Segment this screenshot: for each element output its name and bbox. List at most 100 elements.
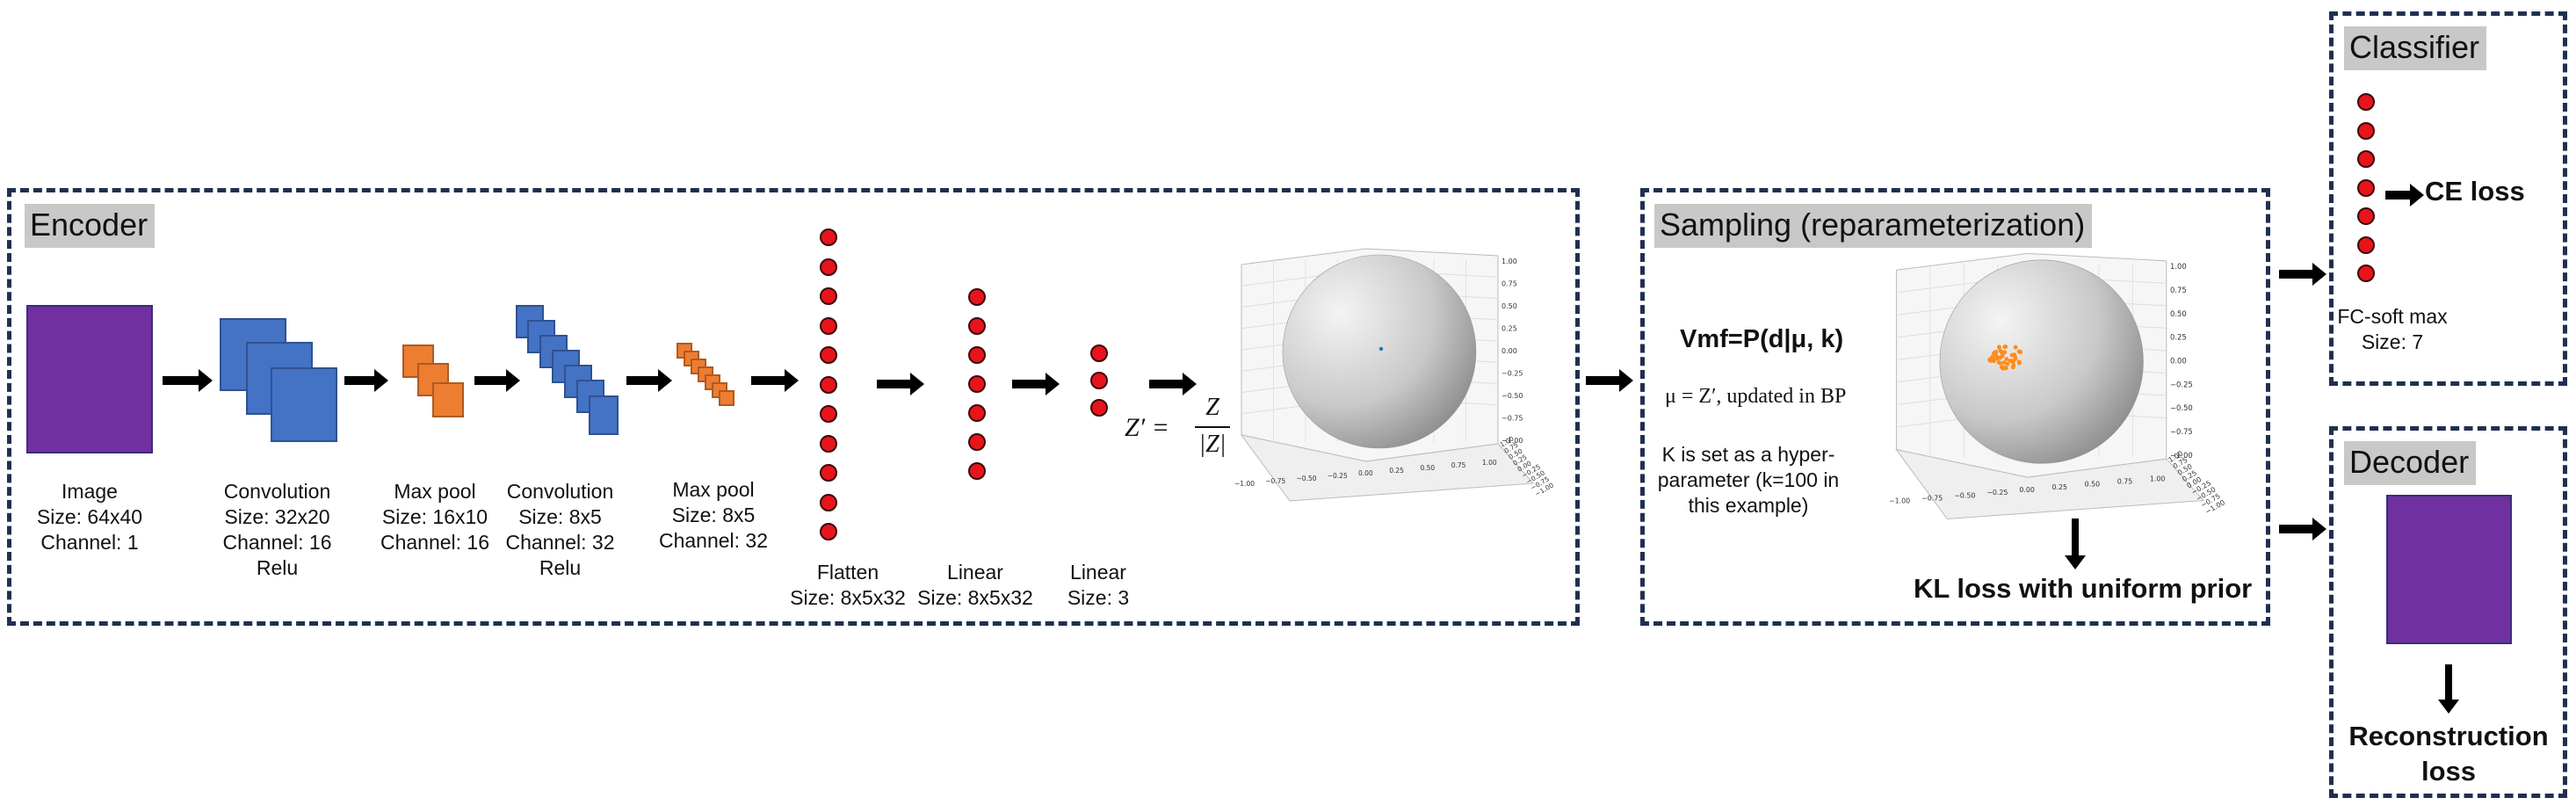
image-label-line: Image bbox=[62, 480, 118, 503]
sample-point bbox=[2005, 361, 2010, 366]
sample-point bbox=[2013, 354, 2018, 359]
sample-point bbox=[1992, 357, 1997, 361]
image-label: Image Size: 64x40 Channel: 1 bbox=[19, 479, 160, 555]
z-tick-label: 0.25 bbox=[2170, 333, 2187, 342]
z-tick-label: −0.75 bbox=[1501, 415, 1523, 423]
z-tick-label: −0.50 bbox=[1501, 392, 1523, 400]
conv1-label: Convolution Size: 32x20 Channel: 16 Relu bbox=[200, 479, 354, 581]
arrow-image-conv1 bbox=[163, 369, 213, 392]
image-label-line: Size: 64x40 bbox=[36, 505, 143, 528]
pool1-label-line: Size: 16x10 bbox=[381, 505, 488, 528]
sampling-box bbox=[1640, 188, 2270, 626]
conv2-label-line: Channel: 32 bbox=[505, 531, 615, 554]
k-text-line: parameter (k=100 in bbox=[1657, 468, 1840, 491]
x-tick-label: 0.75 bbox=[1451, 461, 1466, 469]
conv1-label-line: Relu bbox=[256, 556, 299, 579]
formula-numerator: Z bbox=[1205, 394, 1219, 421]
arrow-pool2-flatten bbox=[751, 369, 799, 392]
z-tick-label: 0.25 bbox=[1501, 325, 1517, 333]
reconstruction-loss-label: Reconstruction loss bbox=[2346, 719, 2551, 789]
arrow-to-kl-loss bbox=[2065, 519, 2086, 569]
neuron bbox=[968, 288, 986, 306]
pool1-label-line: Max pool bbox=[394, 480, 476, 503]
x-tick-label: −1.00 bbox=[1234, 480, 1255, 488]
pool1-map bbox=[432, 382, 464, 417]
neuron bbox=[820, 405, 837, 423]
conv2-label: Convolution Size: 8x5 Channel: 32 Relu bbox=[496, 479, 624, 581]
pool2-map bbox=[719, 390, 734, 406]
neuron bbox=[820, 375, 837, 394]
sampling-title: Sampling (reparameterization) bbox=[1654, 204, 2093, 248]
neuron bbox=[968, 317, 986, 335]
classifier-title: Classifier bbox=[2344, 26, 2487, 70]
conv1-label-line: Convolution bbox=[223, 480, 331, 503]
x-tick-label: 0.00 bbox=[2019, 486, 2035, 494]
sample-point bbox=[2008, 359, 2013, 364]
classifier-label: FC-soft max Size: 7 bbox=[2326, 304, 2458, 355]
z-tick-label: 0.00 bbox=[1501, 347, 1517, 355]
pool2-label-line: Max pool bbox=[672, 478, 755, 501]
x-tick-label: −0.25 bbox=[1328, 472, 1348, 480]
encoder-box bbox=[7, 188, 1580, 626]
unit-sphere bbox=[1282, 254, 1477, 449]
neuron bbox=[820, 434, 837, 453]
neuron bbox=[1090, 372, 1108, 389]
fraction-bar bbox=[1195, 426, 1230, 428]
neuron bbox=[968, 433, 986, 451]
floor-pane bbox=[1240, 434, 1535, 502]
arrow-classifier-ce bbox=[2385, 184, 2424, 207]
arrow-encoder-sampling bbox=[1586, 369, 1633, 392]
neuron bbox=[820, 464, 837, 482]
x-tick-label: −1.00 bbox=[1889, 497, 1910, 505]
linear1-label-line: Size: 8x5x32 bbox=[917, 586, 1033, 609]
unit-sphere bbox=[1939, 259, 2144, 464]
x-tick-label: 1.00 bbox=[2150, 475, 2166, 482]
input-image bbox=[26, 305, 153, 453]
arrow-conv2-pool2 bbox=[626, 369, 672, 392]
z-tick-label: 1.00 bbox=[2170, 262, 2187, 271]
neuron bbox=[820, 287, 837, 305]
classifier-label-line: FC-soft max bbox=[2337, 305, 2448, 328]
z-tick-label: −0.25 bbox=[2170, 380, 2193, 388]
x-tick-label: 0.50 bbox=[2085, 481, 2101, 489]
encoder-title: Encoder bbox=[25, 204, 156, 248]
neuron bbox=[968, 404, 986, 422]
reconstruction-loss-line: Reconstruction bbox=[2348, 721, 2549, 751]
sample-point bbox=[2011, 363, 2016, 368]
k-text-line: this example) bbox=[1688, 494, 1809, 517]
z-tick-label: −0.50 bbox=[2170, 403, 2193, 412]
arrow-pool1-conv2 bbox=[474, 369, 520, 392]
z-tick-label: −1.00 bbox=[1501, 437, 1523, 445]
conv2-label-line: Convolution bbox=[506, 480, 614, 503]
reconstructed-image bbox=[2386, 495, 2512, 644]
z-tick-label: −1.00 bbox=[2170, 451, 2193, 460]
mu-update-text: μ = Z′, updated in BP bbox=[1665, 385, 1847, 408]
arrow-sampling-classifier bbox=[2279, 263, 2326, 286]
pool2-label-line: Size: 8x5 bbox=[671, 504, 756, 526]
linear2-label-line: Size: 3 bbox=[1067, 586, 1130, 609]
decoder-title: Decoder bbox=[2344, 441, 2477, 485]
conv1-label-line: Channel: 16 bbox=[222, 531, 332, 554]
conv2-label-line: Relu bbox=[539, 556, 582, 579]
z-tick-label: 0.00 bbox=[2170, 357, 2187, 366]
neuron bbox=[2357, 150, 2375, 168]
sample-point bbox=[2001, 366, 2006, 371]
neuron bbox=[820, 257, 837, 276]
decoder-box bbox=[2329, 426, 2567, 798]
latent-mean-point bbox=[1378, 346, 1384, 352]
neuron bbox=[820, 228, 837, 246]
neuron bbox=[1090, 344, 1108, 362]
reconstruction-loss-line: loss bbox=[2420, 756, 2477, 787]
floor-pane bbox=[1895, 448, 2204, 520]
encoder-latent-sphere: 1.00 0.75 0.50 0.25 0.00 −0.25 −0.50 −0.75 −1.00… bbox=[1234, 248, 1555, 502]
z-tick-label: −0.75 bbox=[2170, 427, 2193, 436]
z-tick-label: 0.75 bbox=[1501, 280, 1517, 288]
neuron bbox=[2357, 178, 2375, 197]
normalize-formula: Z′ = Z |Z| bbox=[1125, 394, 1230, 464]
neuron bbox=[2357, 236, 2375, 254]
sampling-latent-sphere: 1.00 0.75 0.50 0.25 0.00 −0.25 −0.50 −0.75 −1.00… bbox=[1889, 252, 2226, 520]
sample-point bbox=[2016, 360, 2022, 366]
neuron bbox=[820, 493, 837, 511]
neuron bbox=[968, 346, 986, 364]
arrow-sampling-decoder bbox=[2279, 518, 2326, 540]
